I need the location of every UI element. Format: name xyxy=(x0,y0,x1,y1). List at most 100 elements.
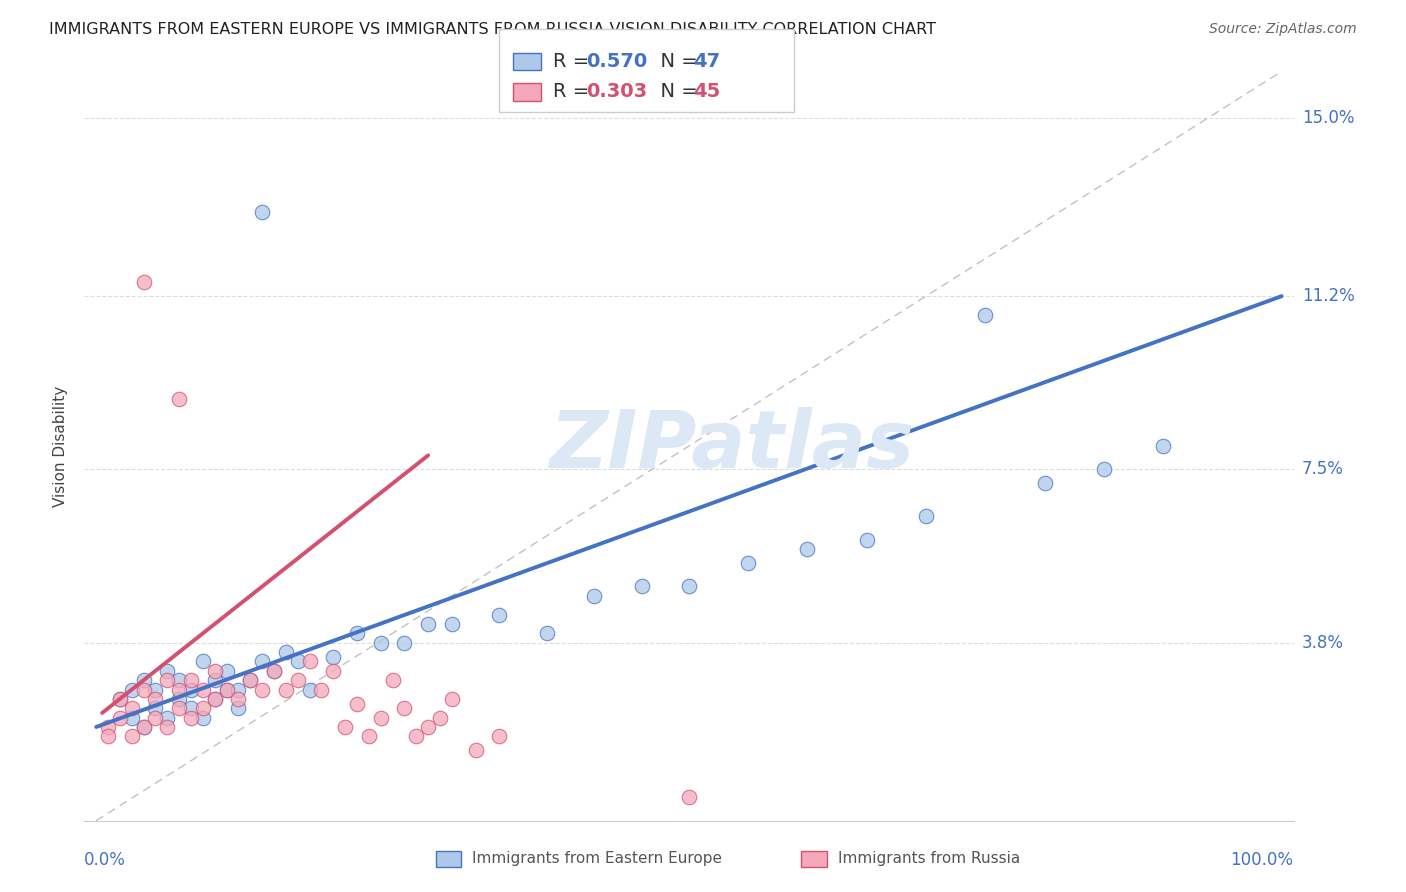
Point xyxy=(239,673,262,688)
Point xyxy=(287,655,309,669)
Point xyxy=(145,701,167,715)
Point xyxy=(180,673,202,688)
Point xyxy=(298,682,321,697)
Point xyxy=(440,617,463,632)
Point xyxy=(121,730,143,744)
Text: Source: ZipAtlas.com: Source: ZipAtlas.com xyxy=(1209,22,1357,37)
Point xyxy=(974,308,997,322)
Point xyxy=(191,655,214,669)
Point xyxy=(311,682,333,697)
Point xyxy=(228,692,250,706)
Point xyxy=(440,692,463,706)
Point xyxy=(145,682,167,697)
Point xyxy=(228,701,250,715)
Text: N =: N = xyxy=(648,52,704,71)
Point xyxy=(132,682,155,697)
Point xyxy=(346,626,368,640)
Point xyxy=(250,682,273,697)
Point xyxy=(346,697,368,711)
Point xyxy=(274,682,297,697)
Point xyxy=(97,730,120,744)
Point xyxy=(145,692,167,706)
Point xyxy=(250,655,273,669)
Text: N =: N = xyxy=(648,82,704,102)
Point xyxy=(796,541,818,557)
Point xyxy=(167,682,190,697)
Point xyxy=(215,682,238,697)
Text: 100.0%: 100.0% xyxy=(1230,851,1294,869)
Point xyxy=(488,730,510,744)
Point xyxy=(678,580,700,594)
Point xyxy=(228,682,250,697)
Text: 0.570: 0.570 xyxy=(586,52,648,71)
Point xyxy=(156,664,179,678)
Point xyxy=(191,710,214,724)
Point xyxy=(583,589,606,603)
Point xyxy=(274,645,297,659)
Point xyxy=(405,730,427,744)
Point xyxy=(394,635,416,649)
Point xyxy=(536,626,558,640)
Y-axis label: Vision Disability: Vision Disability xyxy=(53,385,69,507)
Point xyxy=(333,720,356,734)
Text: Immigrants from Russia: Immigrants from Russia xyxy=(838,852,1021,866)
Point xyxy=(737,556,759,570)
Point xyxy=(156,720,179,734)
Text: ZIPatlas: ZIPatlas xyxy=(548,407,914,485)
Point xyxy=(418,720,440,734)
Point xyxy=(394,701,416,715)
Point xyxy=(250,204,273,219)
Point xyxy=(855,533,877,547)
Text: 0.303: 0.303 xyxy=(586,82,647,102)
Text: R =: R = xyxy=(553,52,595,71)
Point xyxy=(167,701,190,715)
Text: 15.0%: 15.0% xyxy=(1302,109,1354,128)
Point xyxy=(1092,462,1115,476)
Point xyxy=(357,730,380,744)
Text: R =: R = xyxy=(553,82,595,102)
Point xyxy=(215,664,238,678)
Point xyxy=(370,710,392,724)
Point xyxy=(488,607,510,622)
Text: 45: 45 xyxy=(693,82,720,102)
Point xyxy=(370,635,392,649)
Point xyxy=(322,664,344,678)
Point xyxy=(204,664,226,678)
Point xyxy=(132,673,155,688)
Point xyxy=(204,692,226,706)
Point xyxy=(167,692,190,706)
Point xyxy=(132,720,155,734)
Text: Immigrants from Eastern Europe: Immigrants from Eastern Europe xyxy=(472,852,723,866)
Point xyxy=(915,509,938,524)
Point xyxy=(191,701,214,715)
Point xyxy=(381,673,404,688)
Point xyxy=(180,710,202,724)
Point xyxy=(180,701,202,715)
Point xyxy=(108,692,131,706)
Point xyxy=(97,720,120,734)
Point xyxy=(132,275,155,289)
Point xyxy=(204,692,226,706)
Point xyxy=(322,649,344,664)
Point xyxy=(145,710,167,724)
Text: 3.8%: 3.8% xyxy=(1302,633,1344,652)
Point xyxy=(204,673,226,688)
Text: IMMIGRANTS FROM EASTERN EUROPE VS IMMIGRANTS FROM RUSSIA VISION DISABILITY CORRE: IMMIGRANTS FROM EASTERN EUROPE VS IMMIGR… xyxy=(49,22,936,37)
Point xyxy=(464,743,486,757)
Point xyxy=(287,673,309,688)
Point xyxy=(121,701,143,715)
Point xyxy=(156,673,179,688)
Point xyxy=(108,692,131,706)
Point xyxy=(630,580,652,594)
Point xyxy=(239,673,262,688)
Point xyxy=(191,682,214,697)
Point xyxy=(298,655,321,669)
Point xyxy=(215,682,238,697)
Point xyxy=(678,790,700,805)
Point xyxy=(121,710,143,724)
Point xyxy=(156,710,179,724)
Point xyxy=(132,720,155,734)
Text: 7.5%: 7.5% xyxy=(1302,460,1344,478)
Point xyxy=(263,664,285,678)
Text: 0.0%: 0.0% xyxy=(84,851,127,869)
